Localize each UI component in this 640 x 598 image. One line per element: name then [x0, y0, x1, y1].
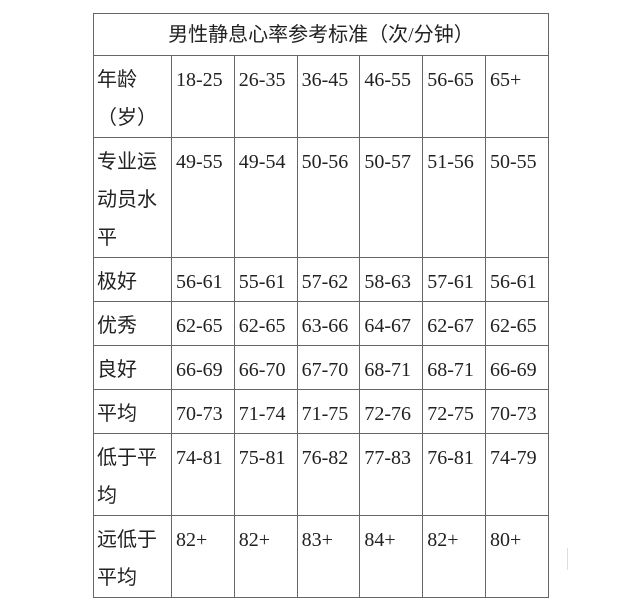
age-range: 26-35: [233, 55, 298, 138]
row-label: 极好: [93, 257, 172, 302]
age-header-row: 年龄（岁） 18-25 26-35 36-45 46-55 56-65 65+: [93, 55, 549, 138]
heart-rate-cell: 72-75: [422, 389, 486, 434]
heart-rate-cell: 71-74: [233, 389, 298, 434]
heart-rate-cell: 58-63: [359, 257, 424, 302]
heart-rate-cell: 70-73: [171, 389, 235, 434]
heart-rate-cell: 62-65: [171, 301, 235, 346]
heart-rate-cell: 64-67: [359, 301, 424, 346]
age-range: 18-25: [171, 55, 235, 138]
heart-rate-cell: 50-57: [359, 137, 424, 258]
heart-rate-cell: 74-79: [484, 433, 549, 516]
age-header-label: 年龄（岁）: [93, 55, 172, 138]
heart-rate-cell: 82+: [422, 515, 486, 598]
table-row: 优秀 62-65 62-65 63-66 64-67 62-67 62-65: [93, 301, 549, 346]
heart-rate-cell: 56-61: [484, 257, 549, 302]
heart-rate-table: 男性静息心率参考标准（次/分钟） 年龄（岁） 18-25 26-35 36-45…: [93, 13, 549, 598]
heart-rate-cell: 62-67: [422, 301, 486, 346]
heart-rate-cell: 67-70: [296, 345, 361, 390]
heart-rate-cell: 50-56: [296, 137, 361, 258]
table-row: 良好 66-69 66-70 67-70 68-71 68-71 66-69: [93, 345, 549, 390]
age-range: 65+: [484, 55, 549, 138]
heart-rate-cell: 62-65: [484, 301, 549, 346]
heart-rate-cell: 80+: [484, 515, 549, 598]
heart-rate-cell: 63-66: [296, 301, 361, 346]
table-row: 远低于平均 82+ 82+ 83+ 84+ 82+ 80+: [93, 515, 549, 598]
table-row: 平均 70-73 71-74 71-75 72-76 72-75 70-73: [93, 389, 549, 434]
edge-mark: [567, 548, 568, 570]
heart-rate-cell: 77-83: [359, 433, 424, 516]
age-range: 46-55: [359, 55, 424, 138]
heart-rate-cell: 71-75: [296, 389, 361, 434]
heart-rate-cell: 57-62: [296, 257, 361, 302]
heart-rate-cell: 75-81: [233, 433, 298, 516]
heart-rate-cell: 50-55: [484, 137, 549, 258]
age-range: 36-45: [296, 55, 361, 138]
row-label: 远低于平均: [93, 515, 172, 598]
row-label: 平均: [93, 389, 172, 434]
heart-rate-cell: 62-65: [233, 301, 298, 346]
heart-rate-cell: 66-69: [171, 345, 235, 390]
heart-rate-cell: 68-71: [422, 345, 486, 390]
heart-rate-cell: 49-55: [171, 137, 235, 258]
heart-rate-cell: 66-69: [484, 345, 549, 390]
heart-rate-cell: 66-70: [233, 345, 298, 390]
heart-rate-cell: 70-73: [484, 389, 549, 434]
heart-rate-cell: 57-61: [422, 257, 486, 302]
heart-rate-cell: 51-56: [422, 137, 486, 258]
heart-rate-cell: 74-81: [171, 433, 235, 516]
table-row: 专业运动员水平 49-55 49-54 50-56 50-57 51-56 50-55: [93, 137, 549, 258]
heart-rate-cell: 82+: [233, 515, 298, 598]
heart-rate-cell: 72-76: [359, 389, 424, 434]
row-label: 优秀: [93, 301, 172, 346]
heart-rate-cell: 56-61: [171, 257, 235, 302]
heart-rate-cell: 84+: [359, 515, 424, 598]
heart-rate-cell: 55-61: [233, 257, 298, 302]
heart-rate-cell: 49-54: [233, 137, 298, 258]
row-label: 专业运动员水平: [93, 137, 172, 258]
row-label: 低于平均: [93, 433, 172, 516]
age-range: 56-65: [422, 55, 486, 138]
heart-rate-cell: 76-81: [422, 433, 486, 516]
heart-rate-cell: 76-82: [296, 433, 361, 516]
heart-rate-cell: 83+: [296, 515, 361, 598]
title-row: 男性静息心率参考标准（次/分钟）: [93, 13, 549, 56]
heart-rate-cell: 82+: [171, 515, 235, 598]
table-title: 男性静息心率参考标准（次/分钟）: [93, 13, 549, 56]
table-row: 低于平均 74-81 75-81 76-82 77-83 76-81 74-79: [93, 433, 549, 516]
table-row: 极好 56-61 55-61 57-62 58-63 57-61 56-61: [93, 257, 549, 302]
row-label: 良好: [93, 345, 172, 390]
heart-rate-cell: 68-71: [359, 345, 424, 390]
